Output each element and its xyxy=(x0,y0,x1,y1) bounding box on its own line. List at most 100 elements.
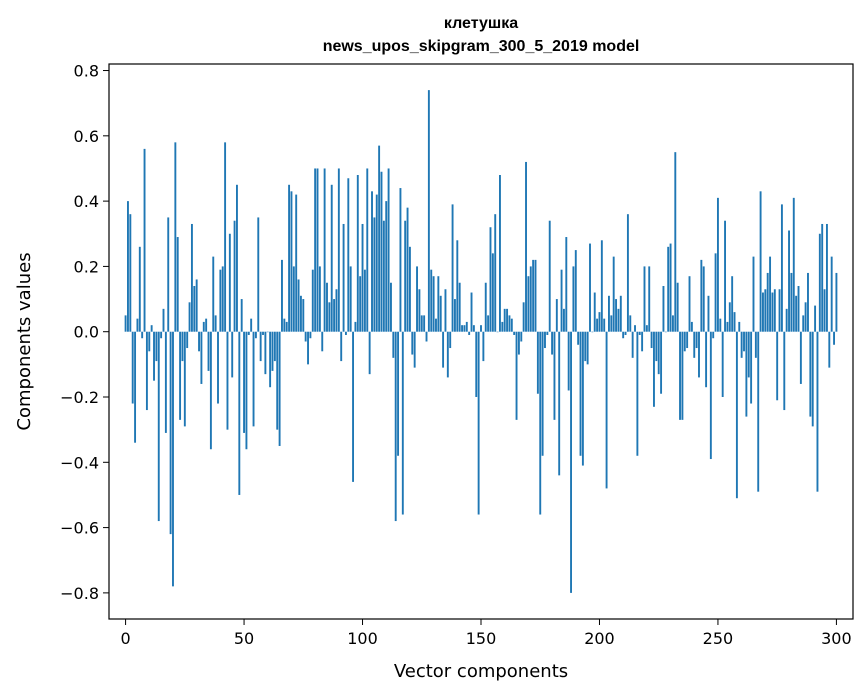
bar-94 xyxy=(347,178,350,332)
x-tick-label: 200 xyxy=(584,629,615,648)
bar-297 xyxy=(828,331,831,368)
bar-13 xyxy=(155,331,158,362)
bar-74 xyxy=(299,295,302,332)
bar-169 xyxy=(525,161,527,332)
x-axis-label: Vector components xyxy=(394,661,568,682)
bar-208 xyxy=(617,308,620,332)
bar-295 xyxy=(823,289,826,332)
bar-223 xyxy=(653,331,655,407)
bar-70 xyxy=(290,191,293,332)
bar-276 xyxy=(778,289,781,332)
bar-272 xyxy=(769,256,772,332)
y-tick-label: 0.0 xyxy=(74,323,99,342)
y-tick-label: −0.6 xyxy=(60,519,99,538)
bar-300 xyxy=(835,272,838,332)
bar-165 xyxy=(515,331,518,420)
bar-229 xyxy=(667,246,670,332)
bar-21 xyxy=(174,142,177,332)
bar-35 xyxy=(207,331,210,371)
bar-231 xyxy=(671,315,674,332)
bar-193 xyxy=(581,331,584,466)
bar-168 xyxy=(522,302,525,332)
bar-228 xyxy=(664,331,667,333)
bar-88 xyxy=(333,299,336,332)
bar-238 xyxy=(688,276,691,332)
bar-127 xyxy=(425,331,428,342)
bar-202 xyxy=(603,318,606,332)
bar-51 xyxy=(245,331,248,450)
bar-299 xyxy=(833,331,835,345)
bar-235 xyxy=(681,331,684,420)
x-tick-label: 100 xyxy=(347,629,378,648)
bar-254 xyxy=(726,321,729,332)
bar-195 xyxy=(586,331,589,365)
bar-117 xyxy=(401,331,404,515)
bar-259 xyxy=(738,321,741,332)
y-tick-label: 0.6 xyxy=(74,127,99,146)
plot-frame xyxy=(108,63,854,620)
bar-291 xyxy=(814,305,817,332)
x-tick-label: 0 xyxy=(120,629,130,648)
bar-31 xyxy=(198,331,200,352)
bar-243 xyxy=(700,259,703,332)
bar-134 xyxy=(442,331,445,368)
bar-82 xyxy=(318,266,321,332)
bar-17 xyxy=(164,331,167,433)
bar-75 xyxy=(302,299,305,332)
bar-108 xyxy=(380,171,383,332)
bar-279 xyxy=(785,308,788,332)
bar-20 xyxy=(172,331,174,587)
bar-184 xyxy=(560,269,563,332)
bar-172 xyxy=(532,259,535,332)
bar-67 xyxy=(283,318,286,332)
bar-264 xyxy=(750,331,753,404)
bar-220 xyxy=(645,325,648,332)
bar-58 xyxy=(262,331,264,335)
bar-278 xyxy=(783,331,786,411)
bar-57 xyxy=(259,331,262,362)
bar-215 xyxy=(634,325,636,332)
bar-246 xyxy=(707,295,710,332)
bar-119 xyxy=(406,207,409,332)
bar-101 xyxy=(363,269,366,332)
bar-50 xyxy=(243,331,246,433)
bar-133 xyxy=(439,295,442,332)
bar-179 xyxy=(548,220,551,332)
bar-234 xyxy=(679,331,681,420)
bar-152 xyxy=(484,282,487,332)
bar-102 xyxy=(366,168,369,332)
bar-151 xyxy=(482,331,485,362)
bar-171 xyxy=(529,266,532,332)
bar-181 xyxy=(553,331,556,420)
bar-143 xyxy=(463,325,466,332)
bar-72 xyxy=(295,194,298,332)
bar-188 xyxy=(570,331,572,593)
bar-244 xyxy=(702,266,705,332)
bar-268 xyxy=(759,191,762,332)
bar-81 xyxy=(316,168,319,332)
bar-106 xyxy=(375,194,378,332)
bar-154 xyxy=(489,227,492,332)
bar-224 xyxy=(655,331,658,362)
bar-149 xyxy=(477,331,480,515)
bar-183 xyxy=(558,331,561,476)
bar-290 xyxy=(811,331,814,427)
bar-150 xyxy=(480,325,482,332)
bar-25 xyxy=(183,331,186,427)
bar-136 xyxy=(446,331,449,378)
bar-258 xyxy=(735,331,738,499)
bar-232 xyxy=(674,152,677,332)
bar-222 xyxy=(650,331,653,349)
bar-54 xyxy=(252,331,255,427)
bar-269 xyxy=(762,292,764,332)
bar-29 xyxy=(193,286,196,332)
bar-280 xyxy=(788,230,790,332)
bar-255 xyxy=(728,302,731,332)
bar-225 xyxy=(657,331,660,375)
bar-216 xyxy=(636,331,639,456)
bar-85 xyxy=(326,282,328,332)
bar-38 xyxy=(214,315,217,332)
bar-212 xyxy=(626,214,629,332)
bar-271 xyxy=(766,272,769,332)
bar-84 xyxy=(323,168,326,332)
